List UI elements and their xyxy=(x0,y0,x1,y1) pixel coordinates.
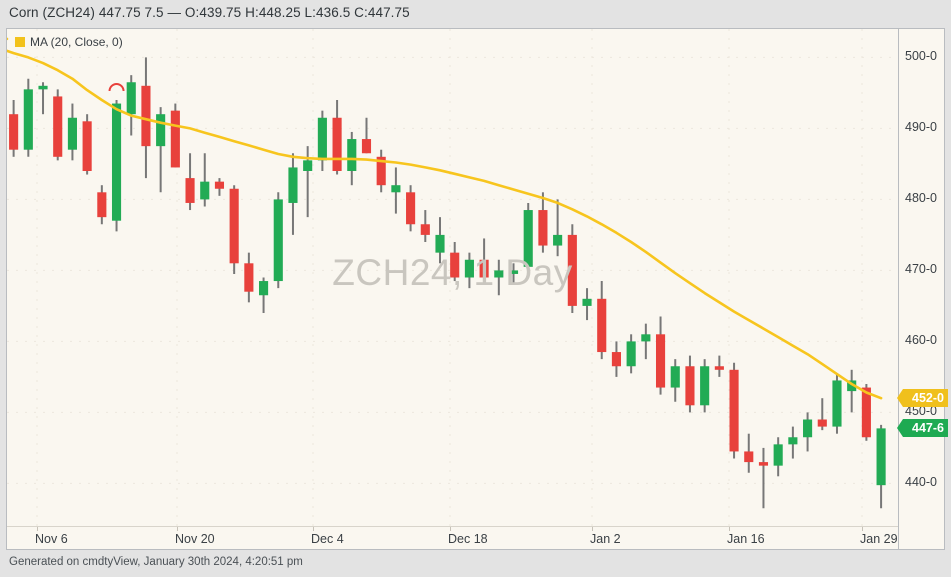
last-price-badge[interactable]: 447-6 xyxy=(897,419,948,438)
time-tick-mark xyxy=(177,527,178,531)
time-tick-label: Dec 4 xyxy=(311,532,344,546)
time-tick-mark xyxy=(862,527,863,531)
time-tick-mark xyxy=(450,527,451,531)
price-tick-label: 450-0 xyxy=(905,404,937,419)
price-tick-label: 500-0 xyxy=(905,49,937,64)
time-tick-label: Nov 20 xyxy=(175,532,215,546)
ma-overlay-line xyxy=(7,37,883,400)
indicator-legend[interactable]: MA (20, Close, 0) xyxy=(15,35,123,49)
time-tick-label: Jan 16 xyxy=(727,532,765,546)
quote-header-bar: Corn (ZCH24) 447.75 7.5 — O:439.75 H:448… xyxy=(0,0,951,28)
chart-frame[interactable]: ZCH24, 1 Day MA (20, Close, 0) 500-0 490-… xyxy=(6,28,948,550)
time-tick-label: Jan 29 xyxy=(860,532,898,546)
price-tick-label: 480-0 xyxy=(905,191,937,206)
price-tick-label: 490-0 xyxy=(905,120,937,135)
generated-on-text: Generated on cmdtyView, January 30th 202… xyxy=(9,556,303,568)
candle-series xyxy=(9,57,886,509)
time-tick-mark xyxy=(729,527,730,531)
time-tick-label: Jan 2 xyxy=(590,532,621,546)
price-axis[interactable]: 500-0 490-0 480-0 470-0 460-0 450-0 440-0 452-0… xyxy=(897,29,948,549)
time-axis[interactable]: Nov 6 Nov 20 Dec 4 Dec 18 Jan 2 Jan 16 Jan 29 xyxy=(7,526,898,550)
price-tick-label: 470-0 xyxy=(905,262,937,277)
plot-area[interactable]: ZCH24, 1 Day MA (20, Close, 0) xyxy=(7,29,898,526)
time-tick-mark xyxy=(592,527,593,531)
footer-bar: Generated on cmdtyView, January 30th 202… xyxy=(0,551,951,577)
ma-legend-label: MA (20, Close, 0) xyxy=(30,35,123,49)
time-tick-label: Dec 18 xyxy=(448,532,488,546)
ma-value-badge[interactable]: 452-0 xyxy=(897,389,948,408)
time-tick-label: Nov 6 xyxy=(35,532,68,546)
ma-color-swatch xyxy=(15,37,25,47)
price-tick-label: 460-0 xyxy=(905,333,937,348)
quote-summary-text: Corn (ZCH24) 447.75 7.5 — O:439.75 H:448… xyxy=(9,5,410,20)
time-tick-mark xyxy=(37,527,38,531)
swing-markers xyxy=(108,83,125,92)
price-tick-label: 440-0 xyxy=(905,475,937,490)
candlestick-canvas xyxy=(7,29,898,526)
time-tick-mark xyxy=(313,527,314,531)
